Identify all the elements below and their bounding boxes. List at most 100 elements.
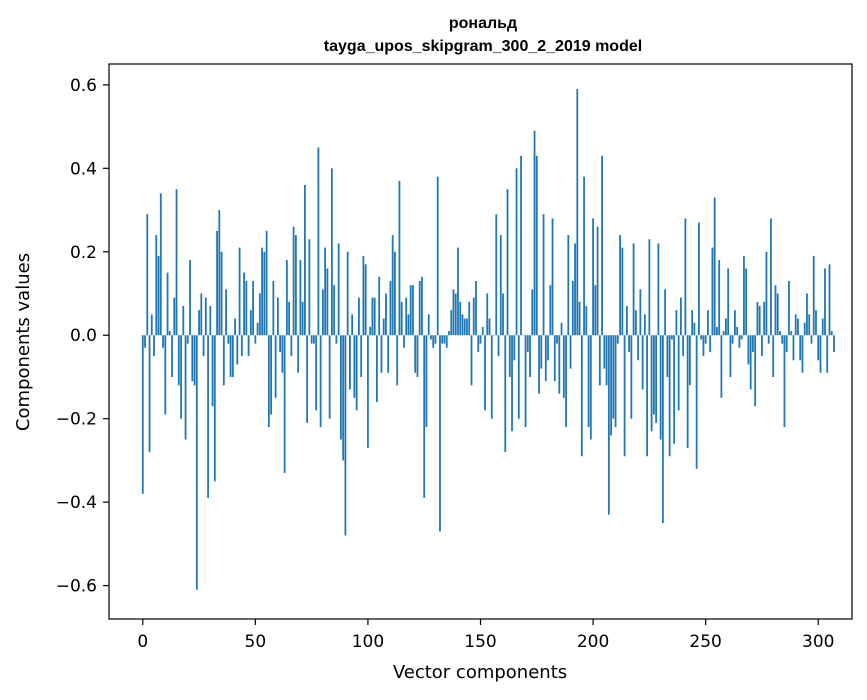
bar-211	[617, 335, 619, 343]
bar-295	[806, 294, 808, 336]
bar-265	[739, 335, 741, 348]
bar-224	[646, 335, 648, 456]
bar-289	[793, 335, 795, 360]
bar-227	[653, 335, 655, 414]
bar-100	[367, 335, 369, 448]
bar-50	[254, 335, 256, 343]
bar-179	[545, 335, 547, 381]
bar-47	[248, 335, 250, 356]
bar-2	[146, 214, 148, 335]
bar-88	[340, 335, 342, 439]
bar-1	[144, 335, 146, 348]
bar-148	[475, 281, 477, 335]
bar-185	[558, 335, 560, 393]
y-tick-label: 0.6	[70, 76, 97, 96]
bar-253	[712, 248, 714, 336]
bar-304	[826, 335, 828, 373]
bar-161	[504, 335, 506, 452]
bar-55	[266, 231, 268, 335]
bar-195	[581, 335, 583, 456]
bar-29	[207, 335, 209, 498]
bar-146	[471, 335, 473, 385]
bar-191	[572, 281, 574, 335]
bar-173	[531, 289, 533, 335]
bar-78	[317, 147, 319, 335]
bar-97	[360, 335, 362, 377]
bar-294	[804, 323, 806, 336]
bar-174	[534, 131, 536, 335]
bar-19	[185, 335, 187, 439]
bar-287	[788, 281, 790, 335]
bar-260	[727, 268, 729, 335]
bar-103	[374, 298, 376, 336]
bar-82	[327, 268, 329, 335]
bar-44	[241, 335, 243, 356]
bar-232	[664, 289, 666, 335]
bar-135	[446, 335, 448, 348]
bar-255	[716, 327, 718, 335]
bar-186	[561, 323, 563, 336]
bar-26	[200, 294, 202, 336]
bar-111	[392, 235, 394, 335]
bar-125	[423, 335, 425, 498]
bar-206	[606, 335, 608, 385]
bar-58	[272, 281, 274, 335]
bar-4	[151, 314, 153, 335]
bar-247	[698, 223, 700, 336]
bar-27	[203, 335, 205, 356]
bar-18	[182, 306, 184, 335]
bar-243	[689, 335, 691, 385]
bar-182	[552, 218, 554, 335]
bar-147	[473, 298, 475, 336]
bar-254	[714, 198, 716, 336]
bar-280	[772, 335, 774, 377]
bar-65	[288, 302, 290, 335]
bar-46	[245, 281, 247, 335]
bar-38	[227, 335, 229, 343]
bar-184	[556, 335, 558, 343]
bar-203	[599, 335, 601, 385]
bar-70	[299, 260, 301, 335]
bar-5	[153, 335, 155, 356]
bar-250	[705, 335, 707, 343]
bar-200	[592, 218, 594, 335]
bar-240	[682, 335, 684, 356]
bar-214	[624, 335, 626, 456]
bar-298	[813, 256, 815, 335]
bar-132	[439, 335, 441, 531]
bar-143	[464, 319, 466, 336]
bar-109	[387, 335, 389, 373]
bar-39	[230, 335, 232, 377]
x-tick-label: 50	[245, 632, 267, 652]
bar-69	[297, 335, 299, 373]
bar-91	[347, 252, 349, 335]
bar-272	[754, 335, 756, 406]
bar-41	[234, 319, 236, 336]
bar-108	[385, 294, 387, 336]
bar-102	[372, 298, 374, 336]
bar-117	[405, 298, 407, 336]
bar-95	[356, 335, 358, 410]
bar-164	[511, 335, 513, 431]
bar-10	[164, 335, 166, 414]
bar-270	[750, 335, 752, 389]
bar-307	[833, 335, 835, 352]
bar-36	[223, 335, 225, 385]
bar-209	[612, 335, 614, 418]
bar-207	[608, 335, 610, 514]
bar-144	[466, 319, 468, 336]
bar-228	[655, 335, 657, 423]
bar-292	[799, 335, 801, 360]
bar-271	[752, 335, 754, 352]
bar-171	[527, 335, 529, 352]
y-tick-label: 0.2	[70, 243, 97, 263]
bar-119	[410, 285, 412, 335]
x-tick-label: 0	[137, 632, 148, 652]
bar-241	[684, 218, 686, 335]
bar-30	[209, 306, 211, 335]
bar-31	[212, 335, 214, 406]
bar-189	[567, 235, 569, 335]
bar-99	[365, 264, 367, 335]
bar-21	[189, 260, 191, 335]
